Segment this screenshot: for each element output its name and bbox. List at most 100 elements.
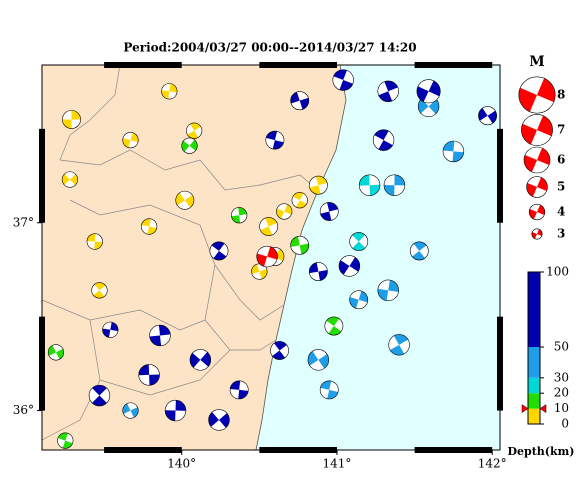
ball-outline xyxy=(319,380,339,400)
ball-dilatation xyxy=(359,185,371,196)
ball-dilatation xyxy=(343,265,359,277)
ball-dilatation xyxy=(343,70,354,84)
ball-outline xyxy=(324,316,344,336)
ball-dilatation xyxy=(388,335,400,351)
ball-outline xyxy=(270,341,289,360)
focal-mechanism xyxy=(47,344,65,361)
ball-outline xyxy=(531,228,543,240)
frame-bar xyxy=(39,316,45,411)
magnitude-title: M xyxy=(529,54,545,70)
ball-dilatation xyxy=(279,344,289,358)
ball-dilatation xyxy=(329,209,339,221)
focal-mechanism xyxy=(91,282,108,299)
land xyxy=(42,65,347,450)
ball-dilatation xyxy=(443,150,454,162)
ball-outline xyxy=(276,203,293,220)
ball-outline xyxy=(442,140,465,163)
ball-dilatation xyxy=(259,218,269,231)
ball-dilatation xyxy=(309,271,320,281)
colorbar-label: 50 xyxy=(554,340,569,354)
ball-dilatation xyxy=(186,124,195,135)
ball-outline xyxy=(291,192,308,209)
focal-mechanism xyxy=(181,137,198,154)
ball-dilatation xyxy=(522,114,544,130)
focal-mechanism xyxy=(175,190,195,210)
focal-mechanism xyxy=(319,380,339,400)
ball-dilatation xyxy=(149,218,157,229)
focal-mechanism xyxy=(308,175,328,195)
ball-outline xyxy=(164,399,187,422)
colorbar-segment xyxy=(528,393,540,409)
ball-dilatation xyxy=(239,380,249,391)
ball-dilatation xyxy=(340,255,356,266)
focal-mechanism xyxy=(442,140,465,163)
ball-dilatation xyxy=(99,285,108,297)
ball-dilatation xyxy=(161,83,171,92)
focal-mechanism xyxy=(383,174,406,196)
ball-outline xyxy=(358,174,381,196)
ball-dilatation xyxy=(194,126,202,138)
ball-outline xyxy=(57,432,74,449)
ball-dilatation xyxy=(520,76,545,95)
ball-dilatation xyxy=(177,200,191,210)
ball-dilatation xyxy=(394,185,405,196)
ball-outline xyxy=(526,176,548,198)
ball-dilatation xyxy=(482,106,496,116)
ball-outline xyxy=(181,137,198,154)
depth-title: Depth(km) xyxy=(508,445,575,458)
magnitude-label: 3 xyxy=(557,227,565,241)
focal-mechanism xyxy=(388,334,410,356)
ball-outline xyxy=(338,255,361,277)
ball-dilatation xyxy=(175,410,186,421)
ball-outline xyxy=(86,233,103,250)
magnitude-key xyxy=(518,76,556,114)
ball-dilatation xyxy=(529,95,554,114)
ball-dilatation xyxy=(270,343,280,356)
magnitude-key xyxy=(521,114,553,146)
ball-dilatation xyxy=(123,410,134,419)
focal-mechanism xyxy=(276,203,293,220)
frame-bar xyxy=(497,128,503,223)
ball-dilatation xyxy=(212,409,227,420)
ball-outline xyxy=(122,402,139,419)
ball-outline xyxy=(307,349,330,371)
focal-mechanism xyxy=(377,80,399,102)
focal-mechanism xyxy=(319,202,339,221)
colorbar-label: 20 xyxy=(554,386,569,400)
focal-mechanism xyxy=(161,83,178,100)
ball-outline xyxy=(189,349,212,371)
focal-mechanism xyxy=(86,233,103,250)
focal-mechanism xyxy=(377,279,399,302)
focal-mechanism xyxy=(208,409,230,431)
colorbar-segment xyxy=(528,347,540,378)
ball-dilatation xyxy=(384,174,395,186)
ball-dilatation xyxy=(299,193,308,204)
ball-dilatation xyxy=(91,284,100,296)
magnitude-label: 5 xyxy=(557,180,565,194)
magnitude-label: 4 xyxy=(557,205,565,219)
ball-outline xyxy=(62,110,81,129)
ball-outline xyxy=(186,122,203,139)
ball-dilatation xyxy=(531,160,549,174)
ball-outline xyxy=(102,321,119,338)
focal-mechanism xyxy=(349,232,369,251)
border xyxy=(59,65,121,161)
ball-outline xyxy=(349,290,369,310)
ball-outline xyxy=(231,207,248,224)
ball-dilatation xyxy=(265,137,275,149)
ball-outline xyxy=(122,132,139,149)
focal-mechanism xyxy=(290,91,310,111)
ball-dilatation xyxy=(165,400,176,411)
magnitude-key xyxy=(523,146,551,174)
focal-mechanism xyxy=(61,171,79,188)
frame-bar xyxy=(39,128,45,223)
title: Period:2004/03/27 00:00--2014/03/27 14:2… xyxy=(123,41,416,55)
focal-mechanism xyxy=(324,316,344,336)
focal-mechanism xyxy=(231,207,248,224)
ball-dilatation xyxy=(86,240,95,250)
focal-mechanism xyxy=(122,132,139,149)
ball-dilatation xyxy=(316,262,328,272)
colorbar-label: 30 xyxy=(554,370,569,384)
ball-dilatation xyxy=(410,243,420,257)
